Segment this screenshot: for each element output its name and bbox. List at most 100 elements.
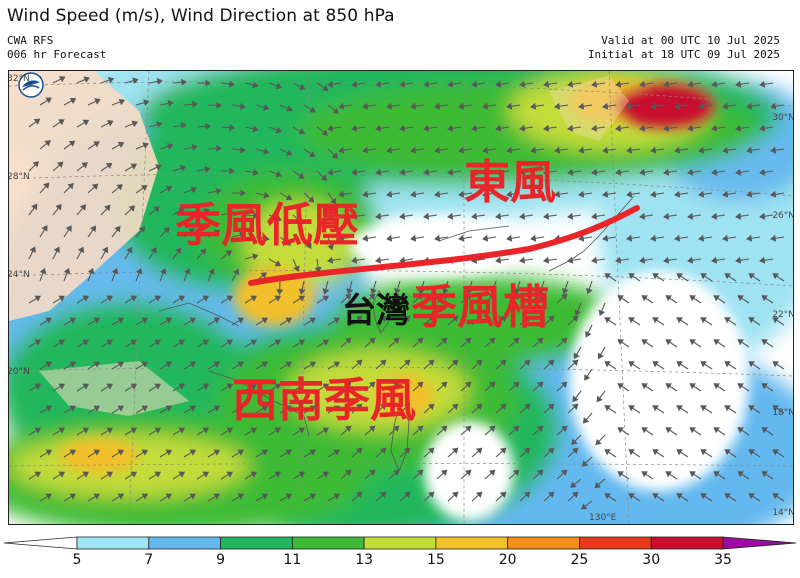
wind-arrow-head bbox=[604, 361, 611, 368]
wind-arrow-head bbox=[331, 152, 339, 159]
wind-arrow-head bbox=[536, 425, 544, 432]
wind-arrow-head bbox=[154, 383, 162, 390]
wind-arrow-head bbox=[652, 493, 659, 500]
wind-arrow-head bbox=[202, 339, 210, 346]
wind-arrow-head bbox=[261, 405, 269, 412]
lat-label-22n: 22°N bbox=[772, 310, 794, 320]
wind-arrow-head bbox=[650, 102, 657, 110]
wind-arrow-head bbox=[392, 381, 400, 388]
wind-arrow-head bbox=[519, 124, 526, 132]
wind-arrow-head bbox=[628, 449, 635, 456]
wind-arrow-head bbox=[403, 315, 411, 322]
wind-arrow-head bbox=[761, 471, 768, 478]
wind-arrow-head bbox=[276, 289, 284, 296]
wind-arrow-head bbox=[106, 339, 114, 346]
monsoon-trough-line bbox=[248, 205, 640, 286]
wind-arrow-head bbox=[178, 471, 186, 478]
wind-arrow-head bbox=[772, 361, 779, 368]
wind-arrow-head bbox=[355, 359, 363, 366]
wind-arrow-head bbox=[274, 339, 282, 346]
wind-arrow-head bbox=[189, 361, 197, 368]
wind-arrow-head bbox=[375, 80, 382, 88]
wind-arrow-head bbox=[327, 80, 334, 88]
wind-arrow-head bbox=[263, 191, 270, 199]
wind-arrow-head bbox=[263, 235, 270, 242]
wind-arrow-head bbox=[737, 383, 744, 390]
wind-arrow-head bbox=[261, 361, 269, 368]
wind-arrow-head bbox=[237, 493, 245, 500]
wind-arrow-head bbox=[252, 125, 259, 133]
wind-arrow-head bbox=[213, 361, 221, 368]
wind-arrow-head bbox=[338, 190, 345, 198]
wind-arrow-head bbox=[403, 403, 411, 410]
wind-arrow-head bbox=[591, 168, 598, 176]
wind-arrow-head bbox=[451, 447, 459, 454]
wind-arrow-head bbox=[237, 449, 245, 456]
wind-arrow-head bbox=[250, 427, 258, 434]
wind-arrow-head bbox=[368, 293, 376, 300]
wind-arrow-head bbox=[293, 265, 300, 272]
wind-arrow-head bbox=[663, 256, 670, 264]
wind-arrow-head bbox=[179, 164, 187, 172]
wind-arrow-head bbox=[410, 146, 417, 154]
wind-arrow-head bbox=[626, 102, 633, 110]
wind-arrow-head bbox=[346, 288, 354, 295]
cwa-logo bbox=[18, 72, 44, 98]
wind-arrow-head bbox=[94, 98, 101, 105]
wind-arrow-head bbox=[458, 102, 465, 110]
wind-arrow-head bbox=[318, 220, 325, 227]
wind-arrow-head bbox=[351, 256, 358, 264]
wind-arrow-head bbox=[639, 256, 646, 264]
wind-arrow-head bbox=[761, 339, 768, 346]
wind-arrow-head bbox=[543, 124, 550, 132]
wind-arrow-head bbox=[464, 337, 472, 344]
colorbar-tick-label: 7 bbox=[144, 552, 154, 568]
wind-arrow-head bbox=[567, 212, 574, 220]
wind-arrow-head bbox=[650, 146, 657, 154]
wind-arrow-head bbox=[141, 317, 149, 324]
wind-arrow-head bbox=[488, 381, 496, 388]
wind-arrow-head bbox=[451, 315, 459, 322]
wind-arrow-head bbox=[676, 361, 683, 368]
colorbar-tick-label: 15 bbox=[426, 552, 445, 568]
wind-arrow-head bbox=[572, 395, 579, 403]
wind-arrow-head bbox=[275, 82, 283, 90]
wind-arrow-head bbox=[285, 405, 293, 412]
wind-arrow-head bbox=[202, 427, 210, 434]
wind-arrow-head bbox=[536, 337, 544, 344]
lat-label-30n: 30°N bbox=[772, 113, 794, 123]
wind-arrow-head bbox=[602, 190, 609, 198]
wind-arrow-head bbox=[309, 405, 317, 412]
wind-arrow-head bbox=[423, 212, 430, 220]
wind-arrow-head bbox=[628, 273, 635, 280]
wind-arrow-head bbox=[332, 107, 339, 114]
wind-arrow-head bbox=[499, 491, 507, 498]
wind-arrow-head bbox=[617, 427, 624, 434]
wind-arrow-head bbox=[213, 317, 221, 324]
wind-arrow-head bbox=[580, 503, 588, 510]
wind-arrow-head bbox=[543, 80, 550, 88]
wind-arrow-head bbox=[512, 337, 520, 344]
wind-arrow-head bbox=[159, 267, 167, 275]
wind-arrow-head bbox=[674, 102, 681, 110]
wind-arrow-head bbox=[698, 190, 705, 198]
wind-arrow-head bbox=[447, 124, 454, 132]
colorbar-tick-label: 20 bbox=[498, 552, 517, 568]
wind-arrow-head bbox=[93, 141, 100, 148]
wind-arrow-head bbox=[440, 425, 448, 432]
wind-arrow-head bbox=[370, 288, 377, 295]
wind-arrow-head bbox=[285, 361, 293, 368]
wind-arrow-head bbox=[674, 190, 681, 198]
wind-arrow-head bbox=[205, 79, 212, 87]
wind-arrow-head bbox=[434, 146, 441, 154]
model-name: CWA RFS bbox=[7, 34, 54, 47]
wind-arrow-head bbox=[307, 196, 315, 203]
wind-arrow-head bbox=[399, 124, 406, 132]
wind-arrow-head bbox=[495, 212, 502, 220]
wind-arrow-head bbox=[700, 493, 707, 500]
wind-arrow-head bbox=[344, 425, 352, 432]
wind-arrow-head bbox=[570, 481, 577, 488]
wind-arrow-head bbox=[285, 317, 293, 324]
wind-arrow-head bbox=[737, 427, 744, 434]
wind-arrow-head bbox=[154, 471, 162, 478]
